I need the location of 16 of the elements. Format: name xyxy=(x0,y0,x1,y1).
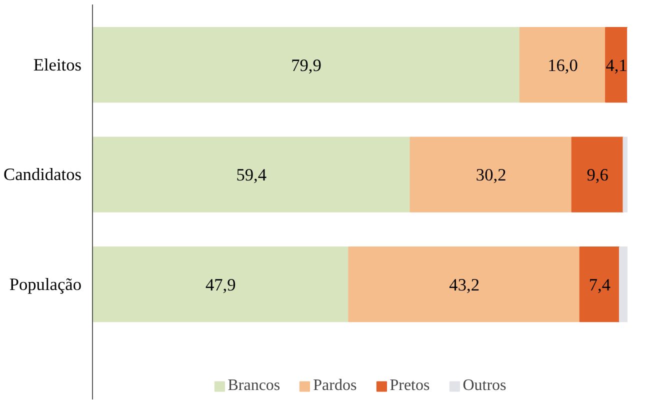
y-tick-label: População xyxy=(9,274,82,294)
legend-label: Outros xyxy=(462,377,506,395)
data-label: 9,6 xyxy=(586,166,609,185)
data-label: 59,4 xyxy=(236,166,267,185)
data-label: 30,2 xyxy=(476,166,506,185)
data-label: 47,9 xyxy=(205,275,236,294)
data-label: 4,1 xyxy=(606,56,628,75)
data-label: 16,0 xyxy=(548,56,578,75)
data-label: 79,9 xyxy=(291,56,322,75)
y-tick-label: Candidatos xyxy=(4,165,82,184)
y-tick-label: Eleitos xyxy=(33,55,82,74)
legend-label: Brancos xyxy=(228,377,280,395)
data-label: 43,2 xyxy=(449,275,480,294)
legend-label: Pretos xyxy=(390,377,430,395)
data-label: 7,4 xyxy=(588,275,611,294)
legend-label: Pardos xyxy=(313,377,357,395)
